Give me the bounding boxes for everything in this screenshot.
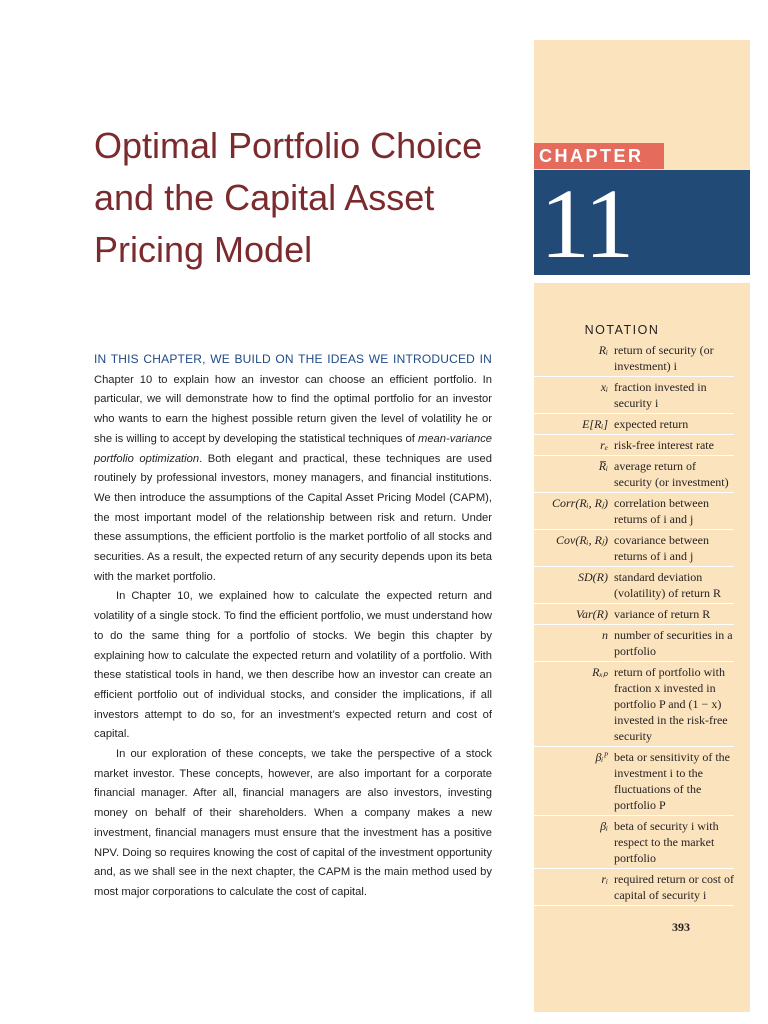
notation-symbol: Corr(Rᵢ, Rⱼ) [552, 496, 608, 510]
notation-item: Rₓₚ return of portfolio with fraction x i… [534, 662, 734, 747]
notation-symbol: E[Rᵢ] [582, 417, 608, 431]
notation-item: n number of securities in a portfolio [534, 625, 734, 662]
notation-symbol: rₑ [600, 438, 608, 452]
notation-symbol: rᵢ [601, 872, 608, 886]
notation-description: beta of security i with respect to the m… [614, 819, 719, 865]
chapter-intro: IN THIS CHAPTER, WE BUILD ON THE IDEAS W… [94, 350, 492, 903]
notation-symbol: n [602, 628, 608, 642]
notation-description: standard deviation (volatility) of retur… [614, 570, 721, 600]
notation-symbol: βᵢ [600, 819, 608, 833]
notation-item: Cov(Rᵢ, Rⱼ) covariance between returns of… [534, 530, 734, 567]
notation-symbol: SD(R) [578, 570, 608, 584]
notation-item: βᵢ beta of security i with respect to the… [534, 816, 734, 869]
intro-lead: IN THIS CHAPTER, WE BUILD ON THE IDEAS W… [94, 352, 492, 366]
notation-item: Corr(Rᵢ, Rⱼ) correlation between returns … [534, 493, 734, 530]
notation-description: variance of return R [614, 607, 711, 621]
notation-item: xᵢ fraction invested in security i [534, 377, 734, 414]
chapter-title-line: Pricing Model [94, 229, 313, 270]
notation-item: rₑ risk-free interest rate [534, 435, 734, 456]
page-number: 393 [672, 920, 690, 934]
chapter-number-box [534, 170, 750, 275]
notation-item: Rᵢ return of security (or investment) i [534, 340, 734, 377]
notation-description: expected return [614, 417, 689, 431]
notation-description: beta or sensitivity of the investment i … [614, 750, 730, 812]
notation-description: required return or cost of capital of se… [614, 872, 734, 902]
notation-description: correlation between returns of i and j [614, 496, 709, 526]
notation-item: SD(R) standard deviation (volatility) of … [534, 567, 734, 604]
notation-description: return of security (or investment) i [614, 343, 714, 373]
notation-symbol: xᵢ [600, 380, 608, 394]
notation-symbol: Rᵢ [598, 343, 608, 357]
chapter-label: CHAPTER [534, 143, 664, 169]
intro-paragraph-3: In our exploration of these concepts, we… [94, 748, 492, 898]
notation-item: rᵢ required return or cost of capital of … [534, 869, 734, 906]
intro-paragraph-2: In Chapter 10, we explained how to calcu… [94, 590, 492, 741]
intro-paragraph-1: IN THIS CHAPTER, WE BUILD ON THE IDEAS W… [94, 350, 492, 587]
notation-description: return of portfolio with fraction x inve… [614, 665, 728, 743]
notation-description: average return of security (or investmen… [614, 459, 729, 489]
notation-symbol: R̅ᵢ [598, 459, 608, 473]
notation-description: covariance between returns of i and j [614, 533, 709, 563]
notation-symbol: Cov(Rᵢ, Rⱼ) [556, 533, 608, 547]
intro-text: . Both elegant and practical, these tech… [94, 452, 492, 583]
notation-list: Rᵢ return of security (or investment) i xᵢ… [534, 340, 734, 906]
notation-description: fraction invested in security i [614, 380, 707, 410]
chapter-title-line: Optimal Portfolio Choice [94, 125, 483, 166]
notation-description: risk-free interest rate [614, 438, 714, 452]
notation-symbol: Var(R) [576, 607, 608, 621]
notation-item: βᵢᴾ beta or sensitivity of the investment… [534, 747, 734, 816]
intro-text: Chapter 10 to explain how an investor ca… [94, 373, 492, 445]
notation-item: E[Rᵢ] expected return [534, 414, 734, 435]
chapter-title: Optimal Portfolio Choice and the Capital… [94, 120, 534, 276]
notation-item: R̅ᵢ average return of security (or invest… [534, 456, 734, 493]
chapter-number: 11 [540, 168, 634, 279]
chapter-title-line: and the Capital Asset [94, 177, 435, 218]
notation-description: number of securities in a portfolio [614, 628, 733, 658]
notation-heading: NOTATION [584, 323, 660, 337]
notation-symbol: βᵢᴾ [595, 750, 608, 764]
notation-item: Var(R) variance of return R [534, 604, 734, 625]
notation-panel [534, 283, 750, 1012]
notation-symbol: Rₓₚ [592, 665, 608, 679]
intro-emphasis: mean-variance portfolio optimization [94, 432, 493, 465]
